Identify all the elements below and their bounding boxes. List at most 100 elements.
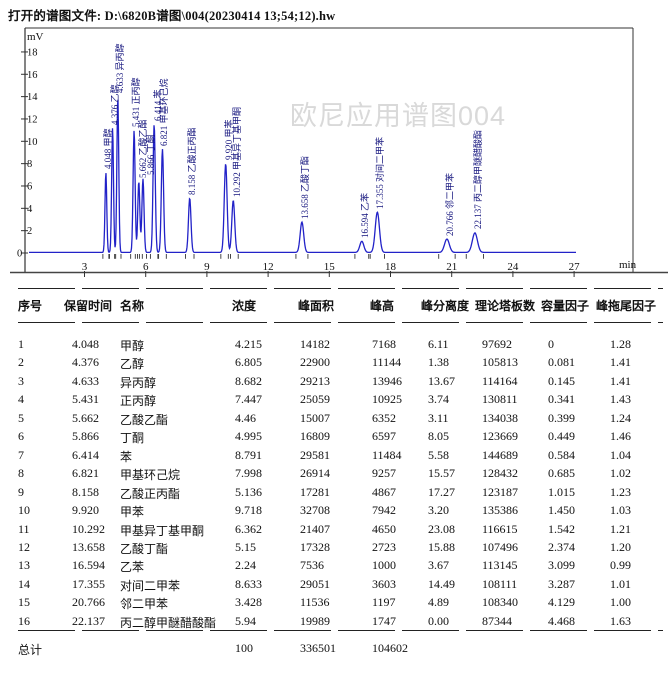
column-header: 序号 — [18, 299, 43, 313]
table-cell: 1.20 — [610, 539, 631, 554]
table-cell: 6 — [18, 429, 24, 444]
column-header: 峰面积 — [298, 299, 335, 313]
y-tick-label: 2 — [27, 226, 32, 237]
table-cell: 13946 — [372, 373, 402, 388]
table-cell: 15.57 — [428, 466, 455, 481]
table-cell: 14.49 — [428, 576, 455, 591]
table-row: 11 10.292 甲基异丁基甲酮 6.362 21407 4650 23.08 116615… — [0, 522, 670, 540]
table-cell: 15 — [18, 595, 30, 610]
table-cell: 29051 — [300, 576, 330, 591]
x-tick-label: 6 — [143, 261, 149, 273]
table-cell: 丁酮 — [120, 431, 145, 446]
table-cell: 7942 — [372, 503, 396, 518]
column-header: 名称 — [120, 299, 145, 313]
table-cell: 8.682 — [235, 373, 262, 388]
table-cell: 3 — [18, 373, 24, 388]
table-cell: 3.287 — [548, 576, 575, 591]
table-cell: 1.02 — [610, 466, 631, 481]
table-cell: 3.67 — [428, 558, 449, 573]
y-tick-label: 6 — [27, 181, 32, 192]
table-cell: 4.376 — [72, 355, 99, 370]
x-tick-label: 21 — [446, 261, 457, 273]
total-label: 总计 — [18, 643, 43, 657]
table-cell: 4.215 — [235, 337, 262, 351]
table-cell: 5.866 — [72, 429, 99, 444]
table-cell: 144689 — [482, 447, 518, 462]
table-cell: 11 — [18, 521, 30, 536]
table-cell: 4.468 — [548, 613, 575, 628]
total-concentration: 100 — [235, 641, 253, 655]
table-cell: 20.766 — [72, 595, 105, 610]
column-header: 峰拖尾因子 — [596, 299, 657, 313]
table-cell: 134038 — [482, 410, 518, 425]
table-row: 5 5.662 乙酸乙酯 4.46 15007 6352 3.11 134038 0.399 1.… — [0, 411, 670, 429]
table-cell: 1.450 — [548, 503, 575, 518]
table-cell: 12 — [18, 539, 30, 554]
y-tick-label: 0 — [17, 249, 22, 260]
table-row: 15 20.766 邻二甲苯 3.428 11536 1197 4.89 108340 4.12… — [0, 595, 670, 613]
table-cell: 135386 — [482, 503, 518, 518]
table-cell: 4.89 — [428, 595, 449, 610]
table-cell: 123187 — [482, 484, 518, 499]
table-cell: 107496 — [482, 539, 518, 554]
table-cell: 7 — [18, 447, 24, 462]
table-cell: 乙酸丁酯 — [120, 541, 169, 556]
table-cell: 4.633 — [72, 373, 99, 388]
table-cell: 3.11 — [428, 410, 449, 425]
table-cell: 22900 — [300, 355, 330, 370]
table-cell: 29581 — [300, 447, 330, 462]
table-cell: 17.27 — [428, 484, 455, 499]
table-cell: 8.05 — [428, 429, 449, 444]
table-cell: 0.081 — [548, 355, 575, 370]
table-cell: 114164 — [482, 373, 518, 388]
table-cell: 0.584 — [548, 447, 575, 462]
table-cell: 5.662 — [72, 410, 99, 425]
table-top-rule — [18, 288, 663, 289]
table-cell: 1.63 — [610, 613, 631, 628]
table-cell: 8.158 — [72, 484, 99, 499]
table-cell: 15007 — [300, 410, 330, 425]
table-cell: 5.58 — [428, 447, 449, 462]
table-cell: 9 — [18, 484, 24, 499]
table-cell: 3.74 — [428, 392, 449, 407]
table-cell: 甲醇 — [120, 339, 145, 353]
table-cell: 0.00 — [428, 613, 449, 628]
total-height: 104602 — [372, 641, 408, 655]
table-cell: 1.04 — [610, 447, 631, 462]
table-cell: 9.920 — [72, 503, 99, 518]
table-cell: 1.00 — [610, 595, 631, 610]
table-cell: 乙酸正丙酯 — [120, 486, 181, 501]
table-cell: 11536 — [300, 595, 330, 610]
table-cell: 8 — [18, 466, 24, 481]
table-cell: 1.41 — [610, 373, 631, 388]
chromatogram: 欧尼应用谱图004 0 2 4 6 8 10 12 14 16 18 3 6 9 12 15 18 21 24 27… — [0, 0, 670, 292]
table-cell: 113145 — [482, 558, 518, 573]
table-cell: 108111 — [482, 576, 518, 591]
table-row: 3 4.633 异丙醇 8.682 29213 13946 13.67 114164 0.145… — [0, 374, 670, 392]
table-cell: 2 — [18, 355, 24, 370]
table-cell: 123669 — [482, 429, 518, 444]
table-cell: 105813 — [482, 355, 518, 370]
table-cell: 1.21 — [610, 521, 631, 536]
table-cell: 5 — [18, 410, 24, 425]
table-cell: 5.94 — [235, 613, 256, 628]
x-tick-label: 15 — [324, 261, 336, 273]
table-cell: 乙苯 — [120, 560, 145, 575]
table-cell: 1.542 — [548, 521, 575, 536]
table-row: 16 22.137 丙二醇甲醚醋酸酯 5.94 19989 1747 0.00 87344 4.… — [0, 614, 670, 632]
x-tick-label: 24 — [507, 261, 519, 273]
table-cell: 甲基环己烷 — [120, 468, 181, 483]
table-cell: 14182 — [300, 337, 330, 351]
table-cell: 26914 — [300, 466, 330, 481]
table-row: 4 5.431 正丙醇 7.447 25059 10925 3.74 130811 0.341 1… — [0, 392, 670, 410]
table-cell: 13.658 — [72, 539, 105, 554]
table-cell: 2.24 — [235, 558, 256, 573]
table-cell: 对间二甲苯 — [120, 578, 181, 593]
table-cell: 丙二醇甲醚醋酸酯 — [120, 615, 217, 630]
table-cell: 1197 — [372, 595, 396, 610]
table-cell: 15.88 — [428, 539, 455, 554]
table-cell: 甲基异丁基甲酮 — [120, 523, 205, 538]
table-cell: 3603 — [372, 576, 396, 591]
